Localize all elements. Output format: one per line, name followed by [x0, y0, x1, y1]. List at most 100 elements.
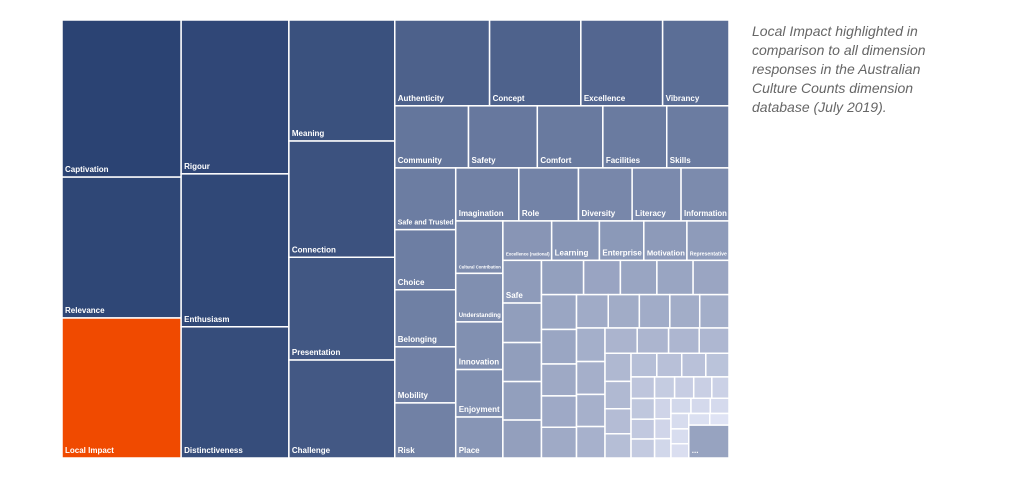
cell-label: Mobility [398, 391, 429, 400]
treemap-cell [711, 376, 730, 399]
treemap-cell [602, 105, 668, 169]
cell-label: Understanding [459, 313, 501, 319]
treemap-cell [577, 167, 633, 222]
treemap-cell [61, 176, 182, 319]
treemap-cell [667, 327, 700, 354]
cell-label: Information [684, 209, 727, 218]
treemap-cell [698, 293, 730, 329]
treemap-cell [709, 397, 730, 415]
treemap-cell [661, 19, 730, 107]
treemap-cell [454, 272, 504, 323]
treemap-cell [540, 259, 585, 296]
treemap-cell [575, 425, 606, 459]
cell-label: Belonging [398, 335, 437, 344]
caption-line: database (July 2019). [752, 99, 887, 115]
cell-label: Challenge [292, 446, 331, 455]
treemap-cell [488, 19, 582, 107]
treemap-cell [680, 167, 730, 222]
treemap-cell [288, 256, 396, 361]
cell-label: Role [522, 209, 540, 218]
treemap-cell [582, 259, 622, 296]
treemap-cell [653, 418, 672, 440]
cell-label: Comfort [540, 156, 571, 165]
treemap-cell [630, 397, 656, 420]
treemap-cell [604, 327, 638, 354]
treemap-cell [394, 167, 457, 231]
treemap-cell [580, 19, 664, 107]
cell-label: Authenticity [398, 94, 445, 103]
treemap-cell [540, 363, 578, 397]
treemap-cell [604, 380, 632, 410]
caption-line: comparison to all dimension [752, 42, 926, 58]
treemap-cell [467, 105, 539, 169]
treemap-cell [502, 302, 543, 344]
cell-label: Relevance [65, 306, 105, 315]
treemap-cell [670, 412, 690, 430]
cell-label: Community [398, 156, 443, 165]
cell-label: Representative [690, 251, 727, 257]
treemap-cell [502, 380, 543, 421]
treemap-cell [653, 376, 676, 399]
treemap-cell [656, 352, 683, 378]
treemap-cell [705, 352, 730, 378]
treemap-cell [502, 341, 543, 383]
cell-label: Excellence (national) [506, 251, 550, 256]
cell-label: Skills [670, 156, 691, 165]
cell-label: Risk [398, 446, 415, 455]
treemap-cell [394, 402, 457, 459]
treemap-cell [518, 167, 580, 222]
cell-label: Concept [493, 94, 525, 103]
treemap-cell [61, 317, 182, 459]
treemap-cell [394, 19, 491, 107]
treemap-cell [680, 352, 707, 378]
treemap-cell [690, 397, 712, 415]
cell-label: Enterprise [602, 248, 642, 257]
treemap-cell [653, 437, 672, 459]
cell-label: Vibrancy [666, 94, 700, 103]
treemap-cell [540, 426, 578, 459]
treemap-cell [619, 259, 658, 296]
caption-line: Culture Counts dimension [752, 80, 913, 96]
treemap-cell [669, 293, 701, 329]
cell-label: Diversity [581, 209, 615, 218]
treemap-cell [636, 327, 670, 354]
cell-label: Innovation [459, 358, 500, 367]
treemap-cell [630, 438, 656, 459]
treemap-cell [653, 397, 672, 420]
cell-label: Enthusiasm [184, 315, 229, 324]
treemap-cell [61, 19, 182, 178]
cell-label: Meaning [292, 129, 325, 138]
treemap-cell [598, 220, 645, 262]
treemap-cell [180, 19, 290, 175]
treemap-cell [670, 442, 690, 459]
cell-label: Cultural Contribution [459, 264, 502, 269]
cell-label: Safe [506, 291, 523, 300]
treemap-cell [180, 326, 290, 459]
treemap-cell [688, 412, 711, 426]
cell-label: ... [692, 446, 699, 455]
cell-label: Rigour [184, 162, 210, 171]
treemap-cell [656, 259, 694, 296]
treemap-cell [638, 293, 671, 329]
cell-label: Connection [292, 245, 336, 254]
treemap-cell [670, 397, 692, 415]
treemap-cell [631, 167, 682, 222]
treemap-cell [692, 376, 713, 399]
cell-label: Local Impact [65, 446, 114, 455]
caption-line: responses in the Australian [752, 61, 921, 77]
cell-label: Imagination [459, 209, 504, 218]
cell-label: Excellence [584, 94, 626, 103]
treemap-cell [502, 419, 543, 459]
cell-label: Choice [398, 278, 425, 287]
treemap-cell [688, 424, 730, 459]
cell-label: Enjoyment [459, 405, 500, 414]
caption-line: Local Impact highlighted in [752, 23, 918, 39]
treemap-cell [454, 321, 504, 371]
cell-label: Motivation [647, 248, 685, 257]
treemap-cell [454, 368, 504, 418]
treemap-cell [575, 360, 606, 396]
treemap-cell [540, 328, 578, 365]
treemap-cell [604, 352, 632, 383]
treemap-cell [630, 352, 658, 378]
cell-label: Facilities [606, 156, 641, 165]
